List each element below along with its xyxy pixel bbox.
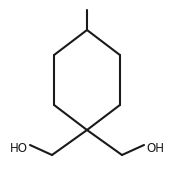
Text: OH: OH [146, 142, 164, 155]
Text: HO: HO [10, 142, 28, 155]
